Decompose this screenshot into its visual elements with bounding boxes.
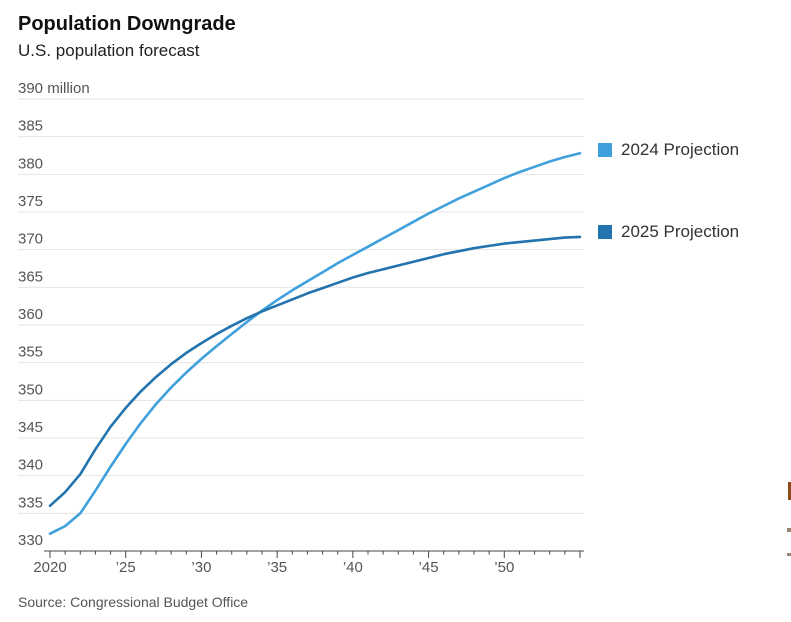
source-note: Source: Congressional Budget Office bbox=[18, 594, 249, 610]
legend-item-2025-projection: 2025 Projection bbox=[598, 222, 739, 242]
legend-label-2024: 2024 Projection bbox=[621, 140, 740, 159]
y-axis-tick-label: 370 bbox=[18, 231, 43, 248]
legend-swatch-2024-icon bbox=[598, 143, 612, 157]
x-axis-tick-label: ’40 bbox=[343, 559, 363, 576]
y-axis-tick-label: 350 bbox=[18, 381, 43, 398]
y-axis-tick-label: 330 bbox=[18, 532, 43, 549]
x-axis-tick-label: ’45 bbox=[419, 559, 439, 576]
legend-label-2025: 2025 Projection bbox=[621, 222, 740, 241]
series-line-2024-projection bbox=[48, 151, 582, 536]
x-axis-tick-label: 2020 bbox=[33, 559, 66, 576]
y-axis-tick-label: 355 bbox=[18, 344, 43, 361]
page-subtitle: U.S. population forecast bbox=[18, 41, 200, 60]
y-axis-tick-label: 340 bbox=[18, 457, 43, 474]
x-axis-tick-label: ’35 bbox=[267, 559, 287, 576]
x-axis-tick-label: ’50 bbox=[494, 559, 514, 576]
y-axis-tick-label: 365 bbox=[18, 268, 43, 285]
y-axis-tick-label: 375 bbox=[18, 193, 43, 210]
y-axis-tick-label: 345 bbox=[18, 419, 43, 436]
cropped-content-fragment-bar bbox=[788, 482, 791, 500]
y-axis-tick-label: 360 bbox=[18, 306, 43, 323]
y-axis-tick-label: 390 million bbox=[18, 80, 90, 97]
y-axis-tick-label: 385 bbox=[18, 118, 43, 135]
x-axis-tick-label: ’25 bbox=[116, 559, 136, 576]
y-axis-tick-label: 335 bbox=[18, 494, 43, 511]
cropped-content-fragment-dot1 bbox=[787, 528, 791, 532]
legend-swatch-2025-icon bbox=[598, 225, 612, 239]
legend-item-2024-projection: 2024 Projection bbox=[598, 140, 739, 160]
y-axis-tick-label: 380 bbox=[18, 155, 43, 172]
x-axis-tick-label: ’30 bbox=[191, 559, 211, 576]
cropped-content-fragment-dot2 bbox=[787, 553, 791, 556]
page-title: Population Downgrade bbox=[18, 13, 236, 35]
series-line-2025-projection bbox=[48, 235, 582, 508]
